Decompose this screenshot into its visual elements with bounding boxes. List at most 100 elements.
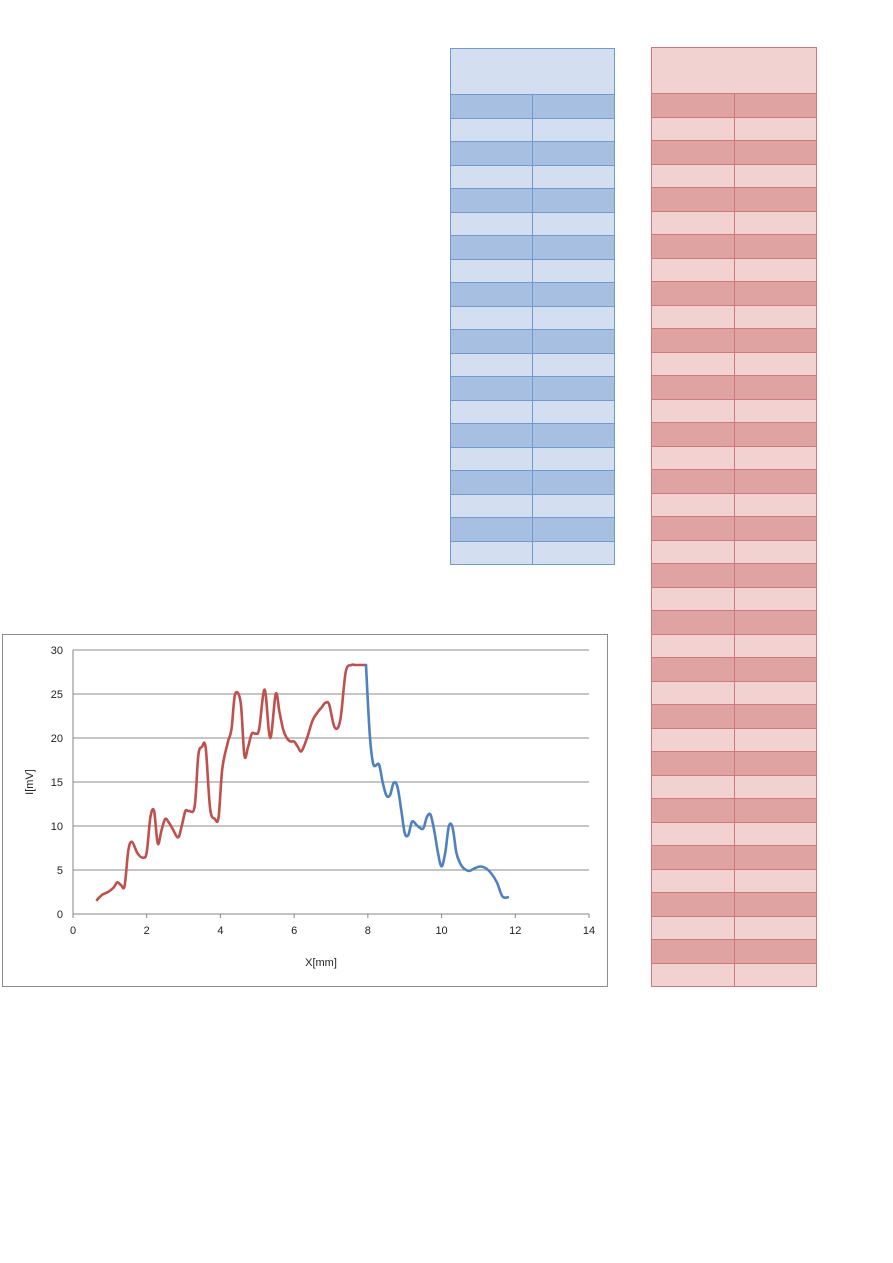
red-table-row — [651, 281, 817, 306]
blue-table-cell — [532, 282, 615, 307]
red-table-row — [651, 469, 817, 494]
red-table-cell — [733, 492, 817, 517]
red-table-cell — [733, 727, 817, 752]
red-table-row — [651, 727, 817, 752]
red-table-row — [651, 680, 817, 705]
red-table-cell — [733, 821, 817, 846]
y-tick-label: 5 — [57, 865, 63, 877]
blue-table-cell — [450, 376, 533, 401]
red-table-cell — [733, 633, 817, 658]
y-tick-label: 25 — [51, 689, 63, 701]
red-table-cell — [733, 586, 817, 611]
red-table-cell — [651, 727, 735, 752]
blue-table-cell — [532, 329, 615, 354]
red-table-row — [651, 939, 817, 964]
x-tick-label: 0 — [70, 925, 76, 937]
red-table-cell — [733, 657, 817, 682]
red-table-cell — [651, 210, 735, 235]
blue-table-row — [450, 188, 615, 213]
blue-table-row — [450, 399, 615, 424]
red-table-row — [651, 116, 817, 141]
red-table-cell — [733, 680, 817, 705]
series-line-1 — [95, 663, 368, 902]
x-tick-label: 8 — [365, 925, 371, 937]
red-table-cell — [733, 234, 817, 259]
red-table-row — [651, 445, 817, 470]
x-tick-label: 10 — [435, 925, 447, 937]
blue-table-cell — [532, 305, 615, 330]
blue-data-table — [450, 48, 615, 565]
x-axis-label: X[mm] — [305, 957, 337, 969]
blue-table-row — [450, 446, 615, 471]
red-table-cell — [651, 539, 735, 564]
blue-table-cell — [532, 352, 615, 377]
blue-table-row — [450, 282, 615, 307]
red-table-cell — [733, 774, 817, 799]
blue-table-row — [450, 211, 615, 236]
blue-table-cell — [450, 446, 533, 471]
red-table-row — [651, 140, 817, 165]
blue-table-cell — [532, 141, 615, 166]
red-table-cell — [651, 751, 735, 776]
blue-table-cell — [532, 517, 615, 542]
red-table-cell — [651, 445, 735, 470]
blue-table-row — [450, 94, 615, 119]
red-table-cell — [733, 751, 817, 776]
blue-table-cell — [450, 141, 533, 166]
red-table-row — [651, 234, 817, 259]
red-table-cell — [651, 422, 735, 447]
blue-table-cell — [532, 470, 615, 495]
red-table-row — [651, 586, 817, 611]
red-table-row — [651, 516, 817, 541]
red-table-row — [651, 210, 817, 235]
red-table-cell — [733, 868, 817, 893]
red-table-row — [651, 492, 817, 517]
blue-table-row — [450, 470, 615, 495]
blue-table-cell — [532, 540, 615, 565]
blue-table-row — [450, 329, 615, 354]
blue-table-cell — [532, 493, 615, 518]
series-line-2 — [364, 663, 510, 900]
blue-table-cell — [532, 211, 615, 236]
blue-header-row — [450, 48, 615, 95]
red-table-cell — [651, 680, 735, 705]
blue-table-cell — [450, 540, 533, 565]
blue-table-row — [450, 117, 615, 142]
blue-table-cell — [532, 258, 615, 283]
red-table-cell — [651, 868, 735, 893]
blue-table-cell — [450, 188, 533, 213]
red-table-cell — [733, 257, 817, 282]
y-axis-label: I[mV] — [24, 769, 36, 795]
red-table-row — [651, 633, 817, 658]
red-table-cell — [733, 516, 817, 541]
blue-table-row — [450, 376, 615, 401]
red-table-row — [651, 375, 817, 400]
red-table-cell — [651, 774, 735, 799]
red-table-cell — [651, 116, 735, 141]
blue-table-row — [450, 517, 615, 542]
x-tick-label: 14 — [583, 925, 595, 937]
red-table-cell — [733, 563, 817, 588]
blue-table-cell — [532, 117, 615, 142]
blue-table-row — [450, 352, 615, 377]
blue-table-cell — [450, 517, 533, 542]
red-table-cell — [733, 915, 817, 940]
red-table-cell — [651, 257, 735, 282]
red-table-cell — [651, 163, 735, 188]
blue-table-cell — [450, 235, 533, 260]
red-table-cell — [733, 422, 817, 447]
blue-table-cell — [532, 164, 615, 189]
blue-table-cell — [532, 376, 615, 401]
red-table-cell — [651, 704, 735, 729]
red-table-cell — [651, 398, 735, 423]
blue-header-cell — [450, 48, 615, 95]
blue-table-cell — [450, 399, 533, 424]
red-table-cell — [651, 375, 735, 400]
blue-table-row — [450, 235, 615, 260]
red-table-cell — [733, 892, 817, 917]
red-table-row — [651, 610, 817, 635]
red-table-cell — [651, 563, 735, 588]
red-table-row — [651, 845, 817, 870]
red-table-cell — [733, 351, 817, 376]
red-table-cell — [651, 610, 735, 635]
